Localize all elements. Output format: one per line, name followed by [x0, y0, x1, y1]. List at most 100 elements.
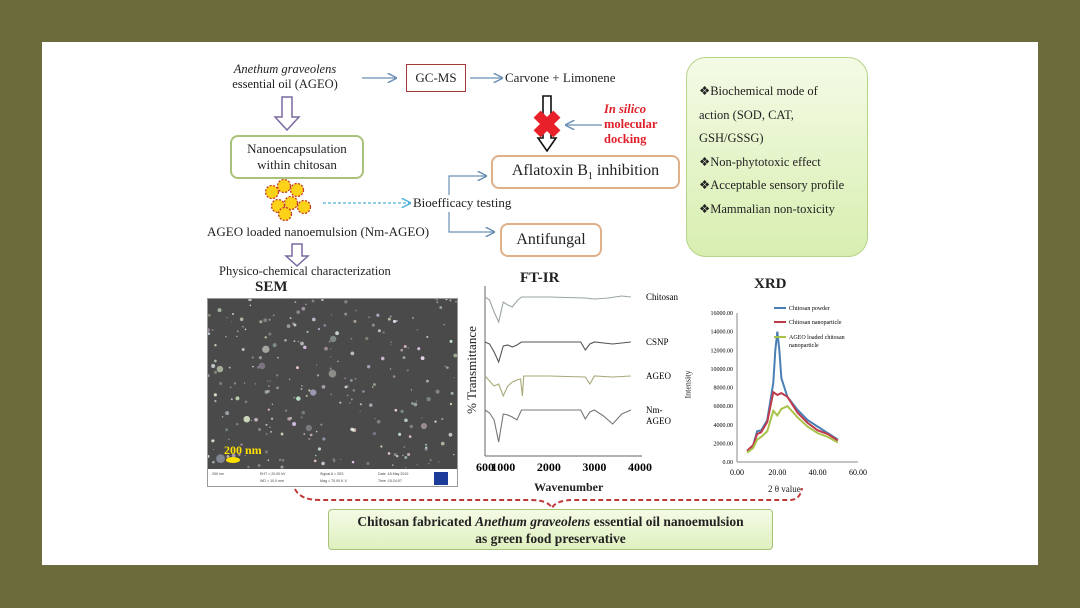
ftir-tick-label: 600: [476, 460, 494, 474]
sem-particle: [366, 461, 370, 465]
nanoparticle: [264, 184, 280, 200]
sem-particle: [339, 458, 342, 460]
insilico-line: molecular: [604, 117, 658, 131]
sem-particle: [435, 299, 439, 301]
sem-particle: [221, 416, 224, 418]
sem-particle: [258, 428, 262, 432]
nanoparticle: [277, 206, 293, 222]
xrd-x-tick-label: 60.00: [849, 468, 867, 477]
sem-particle: [404, 418, 408, 423]
sem-info: EHT = 20.00 kV: [260, 472, 286, 476]
sem-particle: [359, 410, 361, 412]
sem-particle: [236, 330, 239, 333]
sem-particle: [402, 454, 404, 456]
sem-particle: [287, 417, 291, 421]
sem-particle: [297, 340, 300, 343]
xrd-y-tick-label: 16000.00: [711, 311, 734, 317]
sem-particle: [444, 365, 447, 368]
sem-particle: [244, 328, 247, 331]
sem-particle: [300, 341, 304, 346]
sem-particle: [303, 345, 307, 350]
xrd-title: XRD: [754, 276, 787, 292]
sem-particle: [214, 399, 217, 403]
sem-particle: [406, 369, 409, 372]
sem-info: WD = 10.0 mm: [260, 479, 285, 483]
sem-particle: [420, 422, 428, 430]
sem-texture: [208, 299, 457, 469]
xrd-legend-label: AGEO loaded chitosan: [789, 335, 845, 341]
sem-particle: [305, 424, 312, 432]
feature-item: ❖Acceptable sensory profile: [699, 178, 845, 192]
hollow-down-arrow-1: [273, 96, 301, 132]
ftir-tick-label: 1000: [491, 460, 515, 474]
sem-particle: [449, 339, 453, 343]
sem-particle: [350, 379, 353, 382]
sem-particle: [308, 389, 311, 392]
sem-particle: [306, 330, 309, 333]
sem-particle: [339, 401, 342, 404]
sem-particle: [296, 396, 301, 401]
sem-particle: [251, 356, 254, 359]
sem-particle: [376, 313, 380, 317]
sem-particle: [231, 453, 236, 458]
sem-particle: [330, 348, 332, 350]
sem-particle: [398, 432, 402, 436]
sem-particle: [272, 343, 277, 348]
sem-info: Date :18 May 2019: [378, 472, 409, 476]
sem-particle: [228, 438, 230, 441]
sem-particle: [335, 331, 339, 336]
xrd-y-tick-label: 0.00: [723, 460, 734, 466]
sem-particle: [244, 455, 246, 457]
sem-particle: [293, 323, 297, 327]
red-cross-icon: [533, 110, 561, 138]
xrd-x-tick-label: 40.00: [809, 468, 827, 477]
sem-particle: [324, 346, 328, 351]
sem-particle: [232, 313, 234, 315]
sem-particle: [240, 443, 243, 446]
sem-particle: [344, 312, 348, 316]
sem-particle: [308, 437, 311, 441]
sem-particle: [425, 443, 427, 446]
sem-particle: [254, 382, 257, 385]
bracket-to-antifungal: [448, 212, 494, 232]
sem-particle: [250, 420, 252, 422]
sem-particle: [309, 433, 313, 437]
sem-particle: [390, 344, 392, 346]
ftir-series-line: [484, 375, 631, 398]
sem-particle: [262, 345, 270, 353]
sem-particle: [382, 331, 385, 334]
sem-particle: [369, 403, 373, 407]
ftir-series-label: Nm-: [646, 405, 663, 415]
sem-particle: [321, 384, 326, 389]
sem-particle: [374, 418, 376, 420]
sem-particle: [402, 356, 406, 360]
sem-particle: [424, 447, 428, 451]
sem-particle: [296, 310, 301, 314]
sem-particle: [310, 389, 317, 396]
ftir-series-label: AGEO: [646, 416, 671, 426]
sem-particle: [216, 365, 224, 373]
xrd-legend-label: Chitosan powder: [789, 306, 830, 312]
sem-particle: [323, 324, 327, 327]
sem-particle: [211, 439, 215, 443]
xrd-series-line: [746, 390, 839, 452]
ftir-title: FT-IR: [520, 270, 560, 286]
sem-particle: [264, 336, 267, 339]
sem-particle: [258, 356, 262, 360]
sem-particle: [316, 374, 320, 377]
sem-particle: [350, 398, 353, 401]
sem-particle: [453, 453, 455, 456]
sem-particle: [301, 410, 306, 415]
sem-particle: [279, 458, 282, 461]
sem-particle: [354, 377, 357, 380]
nanoemulsion-label: AGEO loaded nanoemulsion (Nm-AGEO): [207, 224, 430, 239]
sem-particle: [231, 321, 233, 323]
sem-particle: [354, 309, 357, 312]
sem-particle: [243, 382, 246, 384]
sem-particle: [328, 369, 337, 378]
sem-particle: [294, 301, 297, 303]
source-rest: essential oil (AGEO): [232, 77, 338, 91]
sem-particle: [225, 428, 229, 432]
